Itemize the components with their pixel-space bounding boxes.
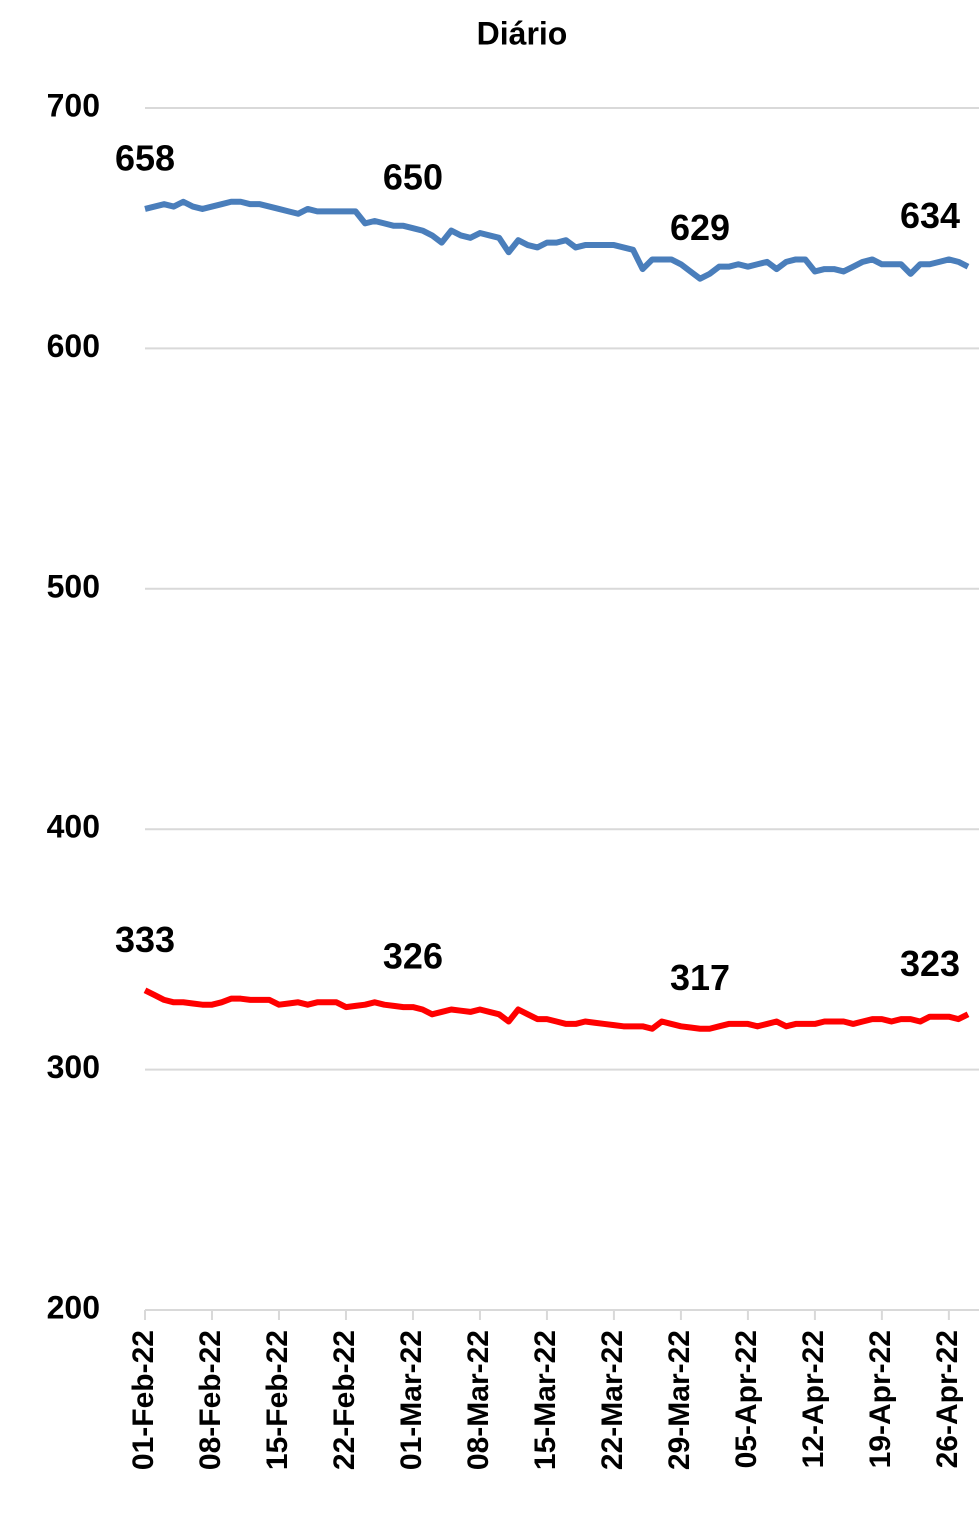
x-tick-label: 15-Mar-22 — [529, 1330, 562, 1470]
x-tick-label: 08-Mar-22 — [462, 1330, 495, 1470]
x-tick-label: 12-Apr-22 — [797, 1330, 830, 1468]
data-label: 326 — [383, 936, 443, 977]
x-tick-label: 19-Apr-22 — [864, 1330, 897, 1468]
y-tick-label: 500 — [47, 568, 100, 604]
line-series — [144, 198, 970, 282]
y-tick-label: 400 — [47, 809, 100, 845]
chart-title: Diário — [477, 15, 568, 51]
x-tick-label: 15-Feb-22 — [261, 1330, 294, 1470]
data-label: 317 — [670, 957, 730, 998]
x-tick-label: 08-Feb-22 — [194, 1330, 227, 1470]
x-tick-label: 22-Mar-22 — [596, 1330, 629, 1470]
data-label: 650 — [383, 157, 443, 198]
x-tick-label: 22-Feb-22 — [328, 1330, 361, 1470]
x-tick-label: 05-Apr-22 — [730, 1330, 763, 1468]
x-tick-label: 01-Mar-22 — [395, 1330, 428, 1470]
data-label: 333 — [115, 919, 175, 960]
data-label: 323 — [900, 943, 960, 984]
x-tick-label: 29-Mar-22 — [663, 1330, 696, 1470]
x-tick-label: 01-Feb-22 — [127, 1330, 160, 1470]
data-label: 634 — [900, 195, 960, 236]
line-series — [143, 987, 970, 1032]
y-tick-label: 700 — [47, 87, 100, 123]
y-tick-label: 600 — [47, 328, 100, 364]
x-tick-label: 26-Apr-22 — [931, 1330, 964, 1468]
y-tick-label: 200 — [47, 1289, 100, 1325]
data-label: 629 — [670, 207, 730, 248]
y-tick-label: 300 — [47, 1049, 100, 1085]
data-label: 658 — [115, 137, 175, 178]
